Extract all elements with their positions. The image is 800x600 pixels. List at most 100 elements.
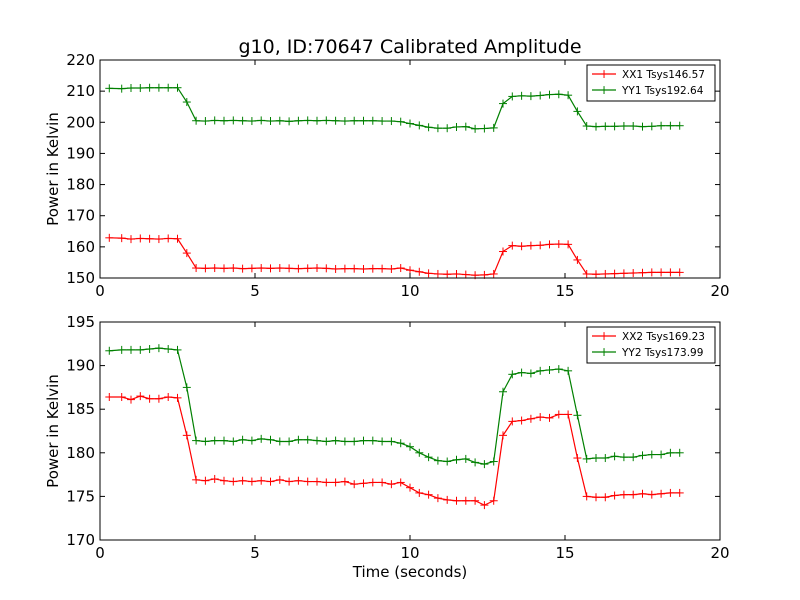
data-point-marker xyxy=(592,270,600,279)
y-tick-label: 170 xyxy=(66,531,95,549)
top-legend-swatch-xx1-marker: + xyxy=(599,67,609,81)
data-point-marker xyxy=(275,264,284,273)
data-point-marker xyxy=(105,392,114,401)
data-point-marker xyxy=(192,475,201,484)
data-point-marker xyxy=(322,478,331,487)
bottom-series-layer xyxy=(105,344,684,510)
data-point-marker xyxy=(238,116,247,125)
data-point-marker xyxy=(517,368,526,377)
data-point-marker xyxy=(313,477,321,486)
data-point-marker xyxy=(368,264,377,273)
data-point-marker xyxy=(545,413,554,422)
data-point-marker xyxy=(229,437,238,446)
data-point-marker xyxy=(192,436,201,445)
data-point-marker xyxy=(433,269,442,278)
data-point-marker xyxy=(610,452,619,461)
data-point-marker xyxy=(396,117,405,126)
data-point-marker xyxy=(536,241,545,250)
data-point-marker xyxy=(340,264,349,273)
data-point-marker xyxy=(526,92,535,101)
data-point-marker xyxy=(247,477,256,486)
data-point-marker xyxy=(266,477,275,486)
data-point-marker xyxy=(182,249,191,258)
data-point-marker xyxy=(564,366,573,375)
data-point-marker xyxy=(666,488,675,497)
data-point-marker xyxy=(145,234,154,243)
data-point-marker xyxy=(313,116,321,125)
data-point-marker xyxy=(638,489,647,498)
data-point-marker xyxy=(275,475,284,484)
data-point-marker xyxy=(350,480,359,489)
data-point-marker xyxy=(378,117,387,126)
data-point-marker xyxy=(220,264,228,273)
data-point-marker xyxy=(443,270,452,279)
data-point-marker xyxy=(238,264,247,273)
data-point-marker xyxy=(340,437,349,446)
y-tick-label: 195 xyxy=(66,313,95,331)
data-point-marker xyxy=(406,119,414,128)
data-point-marker xyxy=(508,92,517,101)
data-point-marker xyxy=(145,345,154,354)
data-point-marker xyxy=(396,478,405,487)
data-point-marker xyxy=(536,91,545,100)
data-point-marker xyxy=(443,457,452,466)
data-point-marker xyxy=(433,494,442,503)
data-point-marker xyxy=(350,116,359,125)
data-point-marker xyxy=(638,122,647,131)
data-point-marker xyxy=(508,241,517,250)
data-point-marker xyxy=(331,264,340,273)
data-point-marker xyxy=(647,490,656,499)
x-tick-label: 15 xyxy=(555,544,574,562)
data-point-marker xyxy=(105,84,114,93)
data-point-marker xyxy=(415,488,424,497)
data-point-marker xyxy=(340,117,349,126)
data-point-marker xyxy=(564,91,573,100)
data-point-marker xyxy=(415,267,424,276)
y-tick-label: 210 xyxy=(66,82,95,100)
data-point-marker xyxy=(619,122,628,131)
y-tick-label: 220 xyxy=(66,51,95,69)
data-point-marker xyxy=(173,83,182,92)
data-point-marker xyxy=(452,269,461,278)
y-tick-label: 180 xyxy=(66,444,95,462)
data-point-marker xyxy=(564,410,573,419)
data-point-marker xyxy=(433,456,442,465)
data-point-marker xyxy=(322,116,331,125)
data-point-marker xyxy=(368,436,377,445)
data-point-marker xyxy=(117,234,126,243)
data-point-marker xyxy=(136,345,145,354)
data-point-marker xyxy=(313,264,321,273)
data-point-marker xyxy=(127,395,135,404)
data-point-marker xyxy=(666,268,675,277)
data-point-marker xyxy=(629,269,638,278)
data-point-marker xyxy=(266,435,275,444)
x-tick-label: 5 xyxy=(250,282,260,300)
data-point-marker xyxy=(554,240,563,249)
data-point-marker xyxy=(229,116,238,125)
data-point-marker xyxy=(331,436,340,445)
x-tick-label: 10 xyxy=(400,544,419,562)
data-point-marker xyxy=(247,436,256,445)
data-point-marker xyxy=(322,437,331,446)
data-point-marker xyxy=(480,501,489,510)
bottom-x-ticks: 0 5 10 15 20 xyxy=(95,322,730,562)
data-point-marker xyxy=(406,483,414,492)
data-point-marker xyxy=(229,264,238,273)
data-point-marker xyxy=(378,437,387,446)
data-point-marker xyxy=(471,124,480,133)
data-point-marker xyxy=(582,122,591,131)
data-point-marker xyxy=(145,83,154,92)
data-point-marker xyxy=(173,393,182,402)
data-point-marker xyxy=(396,439,405,448)
bottom-legend: + XX2 Tsys169.23 + YY2 Tsys173.99 xyxy=(586,326,716,364)
data-point-marker xyxy=(499,99,507,108)
data-point-marker xyxy=(489,457,498,466)
data-point-marker xyxy=(508,370,517,379)
bottom-legend-swatch-yy2-marker: + xyxy=(599,345,609,359)
data-point-marker xyxy=(247,264,256,273)
data-point-marker xyxy=(638,451,647,460)
bottom-legend-swatch-xx2-marker: + xyxy=(599,329,609,343)
bottom-legend-label-yy2: YY2 Tsys173.99 xyxy=(621,347,703,359)
data-point-marker xyxy=(582,269,591,278)
